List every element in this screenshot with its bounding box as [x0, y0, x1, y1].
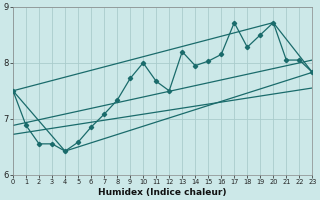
X-axis label: Humidex (Indice chaleur): Humidex (Indice chaleur) — [99, 188, 227, 197]
